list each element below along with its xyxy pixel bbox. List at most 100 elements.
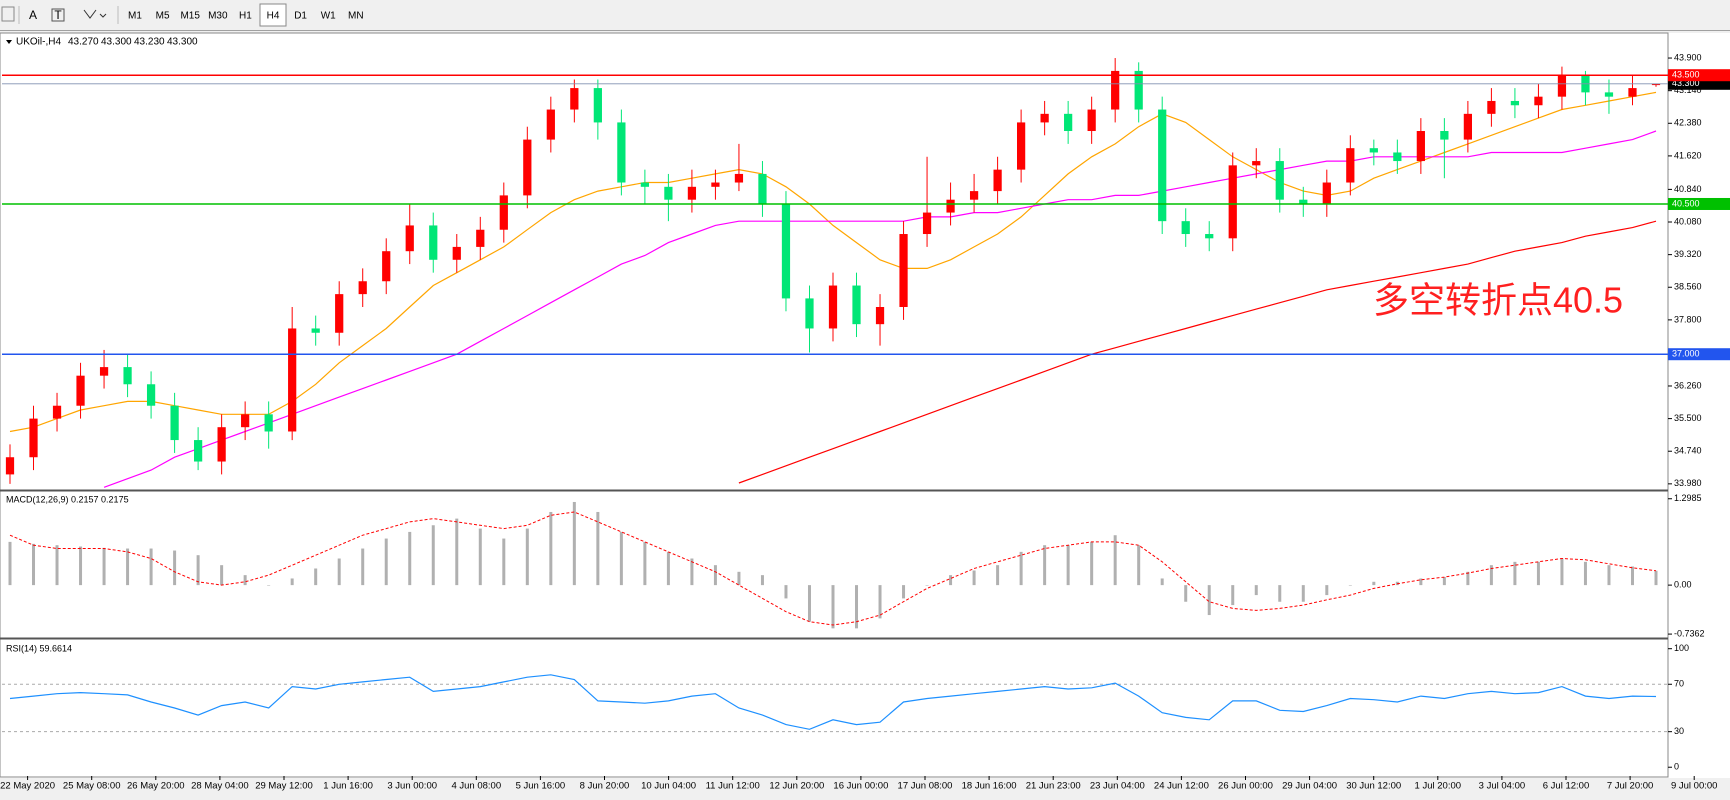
candle-body <box>123 367 132 385</box>
timeframe-button[interactable]: H4 <box>267 11 280 22</box>
level-label: 40.500 <box>1672 198 1700 208</box>
macd-bar <box>314 568 318 586</box>
candle-body <box>1275 161 1284 200</box>
candle-body <box>1205 234 1214 239</box>
macd-bar <box>1090 541 1094 586</box>
candle-body <box>1604 92 1614 97</box>
ohlc-value: 43.300 <box>167 37 198 48</box>
y-tick-label: 1.2985 <box>1674 493 1702 503</box>
level-box <box>1668 348 1730 361</box>
timeframe-button[interactable]: M5 <box>156 11 170 22</box>
x-tick-label: 23 Jun 04:00 <box>1090 781 1145 792</box>
macd-bar <box>1513 561 1517 586</box>
timeframe-button[interactable]: MN <box>348 11 364 22</box>
tool-icon[interactable] <box>1 6 15 22</box>
tool-icon[interactable] <box>51 8 65 22</box>
candle-body <box>311 328 320 333</box>
timeframe-button[interactable]: M1 <box>128 11 142 22</box>
candle-body <box>1510 100 1520 106</box>
candle-body <box>241 414 250 428</box>
candle-body <box>52 405 62 419</box>
candle-body <box>146 384 156 406</box>
candle-body <box>546 109 555 140</box>
level-box <box>1668 69 1730 82</box>
x-tick-label: 12 Jun 20:00 <box>769 781 824 792</box>
candle-body <box>1416 131 1425 162</box>
candle-body <box>1557 75 1567 97</box>
macd-bar <box>619 531 623 586</box>
y-tick-label: 43.140 <box>1674 85 1702 95</box>
tool-button[interactable]: A <box>29 8 37 22</box>
x-tick-label: 25 May 08:00 <box>63 781 121 792</box>
macd-bar <box>1325 585 1329 596</box>
macd-bar <box>1348 585 1352 586</box>
timeframe-button[interactable]: D1 <box>294 11 307 22</box>
y-tick-label: 40.080 <box>1674 216 1702 226</box>
y-tick-label: 40.840 <box>1674 184 1702 194</box>
candle-body <box>264 414 273 432</box>
macd-bar <box>1560 558 1564 586</box>
y-tick-label: 37.800 <box>1674 314 1702 324</box>
candle-body <box>405 225 414 252</box>
macd-bar <box>1630 566 1634 586</box>
macd-bar <box>807 585 811 622</box>
macd-bar <box>902 585 906 599</box>
candle-body <box>1016 122 1026 170</box>
indicator-title: RSI(14) 59.6614 <box>6 643 72 653</box>
candle-body <box>664 186 673 200</box>
macd-bar <box>1301 585 1305 602</box>
x-tick-label: 9 Jul 00:00 <box>1671 781 1717 792</box>
candle-body <box>1252 161 1261 166</box>
candle-body <box>1299 199 1308 204</box>
candle-body <box>1040 113 1049 123</box>
y-tick-label: 0 <box>1674 762 1679 772</box>
x-tick-label: 1 Jun 16:00 <box>323 781 373 792</box>
candle-body <box>1487 100 1496 114</box>
x-tick-label: 22 May 2020 <box>0 781 55 792</box>
x-tick-label: 8 Jun 20:00 <box>580 781 630 792</box>
y-tick-label: -0.7362 <box>1674 628 1705 638</box>
x-tick-label: 6 Jul 12:00 <box>1543 781 1589 792</box>
macd-bar <box>1207 585 1211 616</box>
tool-button[interactable]: T <box>54 8 62 22</box>
macd-bar <box>1043 545 1047 586</box>
candle-body <box>711 182 720 187</box>
candle-body <box>758 173 767 204</box>
timeframe-button[interactable]: W1 <box>321 11 336 22</box>
x-tick-label: 11 Jun 12:00 <box>706 781 760 792</box>
y-tick-label: 42.380 <box>1674 118 1702 128</box>
candle-body <box>1628 88 1637 97</box>
x-tick-label: 29 May 12:00 <box>255 781 313 792</box>
timeframe-button[interactable]: H1 <box>239 11 252 22</box>
tool-icon[interactable] <box>83 9 107 19</box>
candle-body <box>993 169 1002 192</box>
macd-bar <box>1066 545 1070 586</box>
macd-bar <box>1019 551 1023 586</box>
macd-bar <box>1419 578 1423 586</box>
macd-bar <box>220 565 224 586</box>
rsi-line <box>9 674 1657 730</box>
macd-bar <box>925 585 929 586</box>
x-tick-label: 24 Jun 12:00 <box>1154 781 1209 792</box>
x-tick-label: 10 Jun 04:00 <box>641 781 696 792</box>
timeframe-button[interactable]: M30 <box>208 11 228 22</box>
macd-bar <box>1160 578 1164 586</box>
candle-body <box>852 285 861 325</box>
candle-body <box>805 298 814 329</box>
level-box <box>1668 197 1730 210</box>
candle-body <box>1111 70 1120 110</box>
candle-body <box>781 203 791 299</box>
moving-average <box>738 220 1657 484</box>
macd-bar <box>572 501 576 586</box>
candle-body <box>1064 113 1073 132</box>
x-tick-label: 16 Jun 00:00 <box>833 781 888 792</box>
candle-body <box>99 367 109 376</box>
x-tick-label: 5 Jun 16:00 <box>516 781 566 792</box>
candle-body <box>1158 109 1167 222</box>
macd-bar <box>502 538 506 586</box>
timeframe-button[interactable]: M15 <box>180 11 200 22</box>
y-tick-label: 35.500 <box>1674 413 1702 423</box>
candle-body <box>1440 131 1449 140</box>
candle-body <box>640 182 650 187</box>
